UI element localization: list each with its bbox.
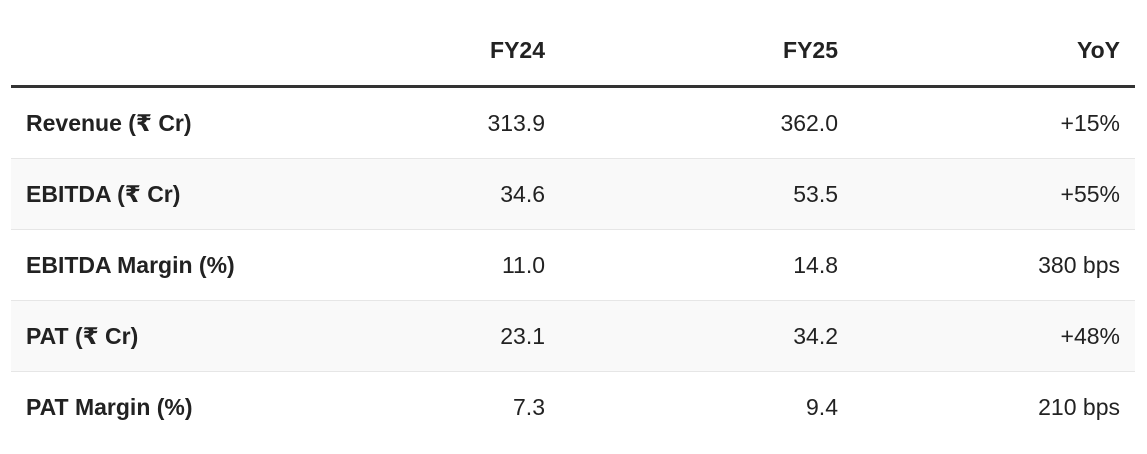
- table-header: FY24 FY25 YoY: [11, 14, 1135, 88]
- row-label: Revenue (₹ Cr): [11, 86, 267, 159]
- cell: 362.0: [560, 86, 853, 159]
- cell: +48%: [853, 300, 1135, 372]
- header-row: FY24 FY25 YoY: [11, 14, 1135, 88]
- financial-table: FY24 FY25 YoY Revenue (₹ Cr) 313.9 362.0 +15%…: [11, 14, 1135, 442]
- table-row: Revenue (₹ Cr) 313.9 362.0 +15%: [11, 86, 1135, 159]
- table-row: PAT (₹ Cr) 23.1 34.2 +48%: [11, 300, 1135, 372]
- header-cell: YoY: [853, 14, 1135, 88]
- cell: 9.4: [806, 393, 838, 420]
- cell: 14.8: [560, 229, 853, 301]
- header-cell: [11, 14, 267, 88]
- cell: 34.6: [267, 158, 560, 230]
- cell: 7.3: [513, 393, 545, 420]
- row-label: EBITDA (₹ Cr): [11, 158, 267, 230]
- table-body: Revenue (₹ Cr) 313.9 362.0 +15% EBITDA (₹ Cr…: [11, 86, 1135, 443]
- row-label: PAT Margin (%): [26, 393, 193, 420]
- table-row: EBITDA (₹ Cr) 34.6 53.5 +55%: [11, 158, 1135, 230]
- cell: 53.5: [560, 158, 853, 230]
- cell: 34.2: [560, 300, 853, 372]
- table-row: PAT Margin (%) 7.3 9.4 210 bps: [11, 372, 1135, 443]
- cell: 23.1: [267, 300, 560, 372]
- cell: 210 bps: [1038, 393, 1120, 420]
- cell: +55%: [853, 158, 1135, 230]
- row-label: PAT (₹ Cr): [11, 300, 267, 372]
- table-row: EBITDA Margin (%) 11.0 14.8 380 bps: [11, 229, 1135, 301]
- cell: +15%: [853, 86, 1135, 159]
- row-label: EBITDA Margin (%): [11, 229, 267, 301]
- header-cell: FY25: [560, 14, 853, 88]
- cell: 11.0: [267, 229, 560, 301]
- cell: 380 bps: [853, 229, 1135, 301]
- cell: 313.9: [267, 86, 560, 159]
- header-cell: FY24: [267, 14, 560, 88]
